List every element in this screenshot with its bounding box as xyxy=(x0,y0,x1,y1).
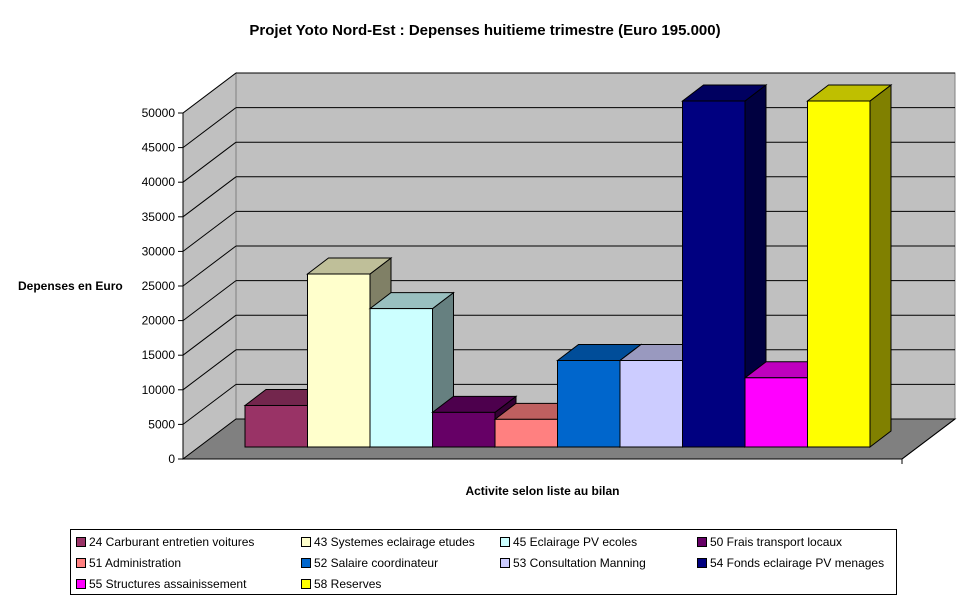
legend-swatch xyxy=(76,537,86,547)
legend-swatch xyxy=(301,558,311,568)
gridline-side xyxy=(182,211,237,252)
legend-label: 52 Salaire coordinateur xyxy=(314,556,439,570)
legend-label: 50 Frais transport locaux xyxy=(710,535,843,549)
bar xyxy=(619,360,683,448)
gridline-side xyxy=(182,349,237,391)
gridline-side xyxy=(182,280,237,321)
legend-label: 51 Administration xyxy=(89,556,182,570)
legend-item: 51 Administration xyxy=(76,556,181,570)
y-tick-label: 50000 xyxy=(142,106,176,120)
legend-item: 50 Frais transport locaux xyxy=(697,535,842,549)
bar xyxy=(744,377,808,448)
y-axis-title: Depenses en Euro xyxy=(18,279,123,293)
bar xyxy=(557,360,621,448)
legend-label: 24 Carburant entretien voitures xyxy=(89,535,255,549)
legend-item: 45 Eclairage PV ecoles xyxy=(500,535,637,549)
legend-item: 24 Carburant entretien voitures xyxy=(76,535,254,549)
legend-swatch xyxy=(76,579,86,589)
legend-swatch xyxy=(697,558,707,568)
legend-label: 58 Reserves xyxy=(314,577,382,591)
legend-swatch xyxy=(76,558,86,568)
y-tick-label: 15000 xyxy=(142,348,176,362)
gridline-side xyxy=(182,176,237,218)
legend-swatch xyxy=(500,537,510,547)
y-tick-label: 0 xyxy=(168,452,175,466)
y-tick-label: 40000 xyxy=(142,175,176,189)
y-tick-label: 30000 xyxy=(142,244,176,258)
bar xyxy=(682,100,746,448)
y-tick-label: 45000 xyxy=(142,141,176,155)
legend-label: 43 Systemes eclairage etudes xyxy=(314,535,475,549)
floor-edge xyxy=(901,418,956,460)
legend: 24 Carburant entretien voitures 43 System… xyxy=(70,529,897,595)
legend-swatch xyxy=(301,579,311,589)
bar xyxy=(244,404,308,448)
y-tick-label: 35000 xyxy=(142,210,176,224)
bar xyxy=(307,273,371,448)
gridline-side xyxy=(182,107,237,148)
legend-item: 53 Consultation Manning xyxy=(500,556,646,570)
legend-label: 54 Fonds eclairage PV menages xyxy=(710,556,885,570)
bar xyxy=(494,418,558,448)
gridline-side xyxy=(182,72,237,114)
legend-label: 45 Eclairage PV ecoles xyxy=(513,535,638,549)
y-tick-label: 25000 xyxy=(142,279,176,293)
gridline-side xyxy=(182,384,237,425)
gridline-side xyxy=(182,314,237,356)
y-tick-label: 5000 xyxy=(148,417,175,431)
legend-swatch xyxy=(697,537,707,547)
legend-item: 54 Fonds eclairage PV menages xyxy=(697,556,884,570)
bar xyxy=(432,411,496,448)
y-tick-label: 20000 xyxy=(142,314,176,328)
gridline-side xyxy=(182,245,237,287)
legend-item: 58 Reserves xyxy=(301,577,381,591)
legend-item: 43 Systemes eclairage etudes xyxy=(301,535,475,549)
gridline-side xyxy=(182,141,237,183)
legend-item: 52 Salaire coordinateur xyxy=(301,556,438,570)
bar-side xyxy=(869,83,892,449)
legend-item: 55 Structures assainissement xyxy=(76,577,246,591)
bar xyxy=(369,308,433,448)
legend-swatch xyxy=(500,558,510,568)
legend-swatch xyxy=(301,537,311,547)
chart-title: Projet Yoto Nord-Est : Depenses huitieme… xyxy=(249,22,721,39)
legend-label: 53 Consultation Manning xyxy=(513,556,646,570)
y-tick-label: 10000 xyxy=(142,383,176,397)
bar xyxy=(807,100,871,448)
x-axis-title: Activite selon liste au bilan xyxy=(465,484,620,498)
legend-label: 55 Structures assainissement xyxy=(89,577,247,591)
